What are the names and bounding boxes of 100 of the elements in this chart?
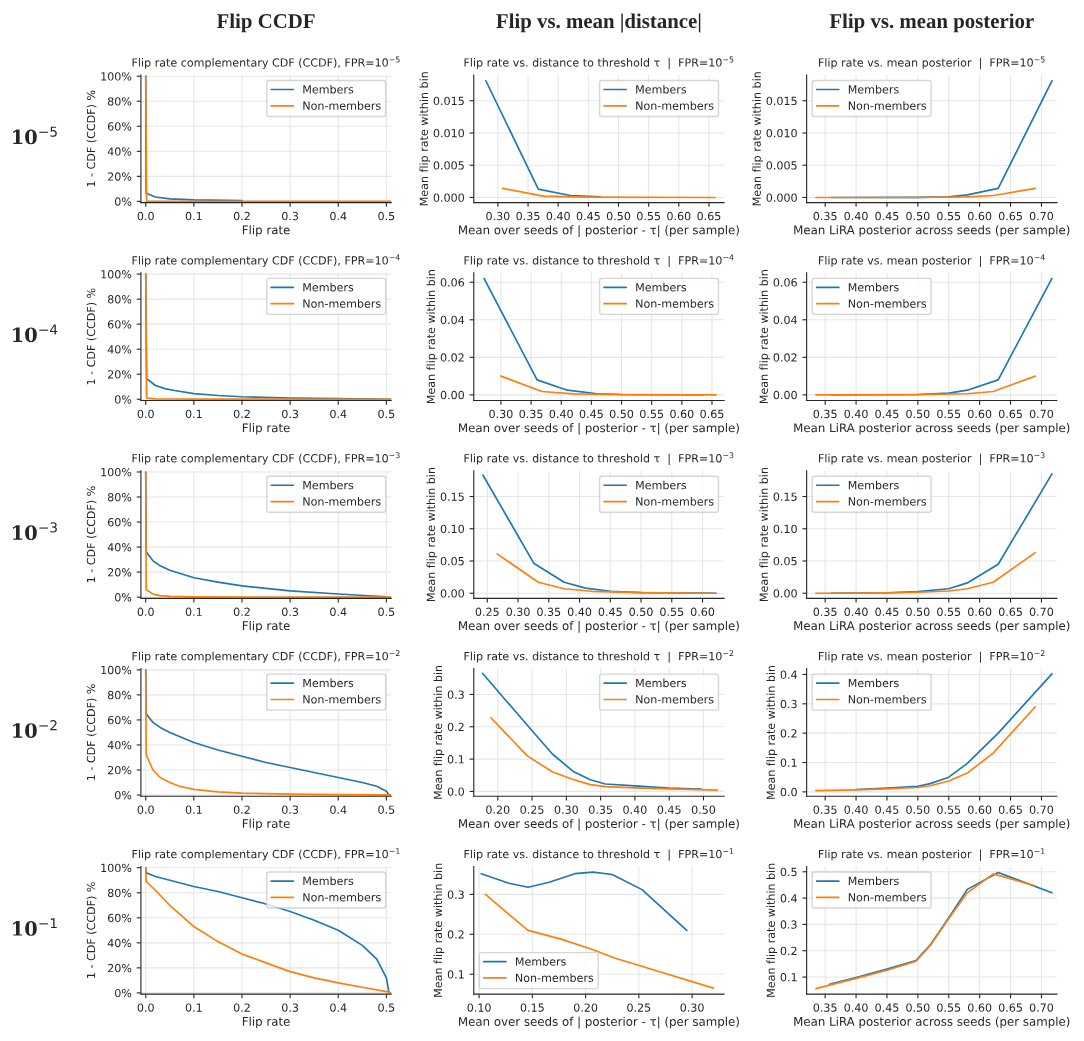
- y-tick-label: 0.1: [447, 755, 464, 764]
- y-tick-label: 40%: [107, 345, 132, 354]
- x-tick-label: 0.0: [137, 607, 154, 617]
- x-tick-label: 0.65: [998, 409, 1022, 419]
- x-tick-label: 0.60: [667, 211, 691, 221]
- legend-label: Members: [303, 84, 354, 94]
- line-series: [828, 871, 1053, 986]
- x-tick-label: 0.40: [844, 409, 868, 419]
- y-tick-label: 80%: [107, 888, 132, 898]
- x-tick-label: 0.2: [233, 607, 250, 617]
- x-tick-label: 0.55: [640, 409, 664, 419]
- line-series: [501, 187, 716, 199]
- x-axis-title: Flip rate: [242, 620, 290, 633]
- x-tick-label: 0.15: [520, 1003, 544, 1012]
- y-tick-label: 40%: [107, 740, 132, 750]
- x-tick-label: 0.60: [670, 409, 694, 419]
- y-tick-label: 0.3: [780, 699, 797, 709]
- y-tick-label: 40%: [107, 147, 132, 156]
- text: Flip vs. mean |distance|: [496, 13, 701, 33]
- x-axis-title: Mean LiRA posterior across seeds (per sample): [794, 818, 1070, 831]
- y-tick-label: 0.3: [447, 690, 464, 699]
- legend-label: Non-members: [848, 694, 927, 704]
- y-tick-label: 0.00: [440, 390, 465, 400]
- legend-label: Members: [303, 876, 354, 886]
- x-tick-label: 0.40: [546, 211, 570, 221]
- x-tick-label: 0.50: [906, 607, 930, 617]
- x-tick-label: 0.40: [567, 607, 592, 617]
- x-tick-label: 0.3: [282, 607, 299, 617]
- x-tick-label: 0.35: [813, 211, 837, 221]
- legend-label: Non-members: [848, 497, 927, 506]
- x-tick-label: 0.45: [875, 607, 899, 617]
- x-axis-title: Flip rate: [242, 818, 290, 831]
- y-tick-label: 0.4: [780, 894, 797, 903]
- y-tick-label: 0.2: [447, 722, 464, 732]
- y-axis-title: 1 - CDF (CCDF) %: [86, 486, 97, 583]
- x-tick-label: 0.35: [519, 409, 543, 419]
- x-tick-label: 0.4: [330, 607, 347, 617]
- y-tick-label: 0.15: [773, 492, 797, 501]
- x-tick-label: 0.25: [520, 805, 544, 814]
- x-tick-label: 0.45: [598, 607, 622, 617]
- y-tick-label: 0.000: [766, 193, 797, 202]
- x-tick-label: 0.2: [233, 211, 250, 221]
- legend-label: Non-members: [636, 299, 714, 308]
- y-tick-label: 0.005: [766, 161, 797, 170]
- legend-label: Members: [848, 480, 899, 490]
- text: 10$^{−4}$: [13, 324, 58, 343]
- line-series: [496, 553, 716, 595]
- y-tick-label: 80%: [107, 690, 132, 700]
- x-tick-label: 0.40: [844, 805, 868, 814]
- x-tick-label: 0.70: [1029, 607, 1054, 617]
- x-tick-label: 0.55: [937, 409, 961, 419]
- legend-label: Members: [848, 876, 899, 886]
- x-tick-label: 0.2: [233, 1003, 250, 1012]
- x-tick-label: 0.30: [554, 805, 578, 814]
- y-axis-title: Mean flip rate within bin: [759, 270, 771, 404]
- x-tick-label: 0.55: [937, 805, 961, 814]
- chart-title: Flip rate vs. distance to threshold τ | FPR=10$^{−2}$: [464, 650, 734, 663]
- legend-label: Members: [636, 282, 687, 292]
- x-tick-label: 0.2: [233, 409, 250, 419]
- text: 10$^{−2}$: [13, 720, 57, 738]
- x-tick-label: 0.5: [378, 211, 395, 221]
- chart-title: Flip rate vs. mean posterior | FPR=10$^{−4}$: [819, 254, 1045, 268]
- y-axis-title: Mean flip rate within bin: [426, 468, 438, 601]
- y-tick-label: 0.015: [766, 96, 797, 106]
- x-tick-label: 0.10: [467, 1003, 491, 1012]
- y-tick-label: 60%: [107, 122, 132, 131]
- y-axis-title: Mean flip rate within bin: [433, 665, 445, 799]
- y-tick-label: 0.0: [447, 787, 465, 796]
- y-tick-label: 20%: [108, 568, 132, 577]
- x-tick-label: 0.25: [475, 607, 499, 617]
- y-tick-label: 0%: [115, 593, 132, 602]
- x-tick-label: 0.60: [968, 211, 992, 221]
- legend-label: Members: [636, 678, 687, 688]
- x-tick-label: 0.20: [573, 1003, 598, 1012]
- x-tick-label: 0.50: [906, 211, 930, 221]
- x-tick-label: 0.5: [378, 1003, 395, 1012]
- line-series: [490, 716, 719, 791]
- text: 10$^{−1}$: [13, 918, 57, 936]
- x-tick-label: 0.65: [998, 805, 1022, 814]
- x-tick-label: 0.65: [998, 211, 1022, 221]
- y-tick-label: 0.10: [773, 524, 797, 534]
- y-tick-label: 100%: [101, 863, 132, 873]
- legend-label: Members: [636, 480, 687, 490]
- chart-title: Flip rate vs. mean posterior | FPR=10$^{−2}$: [819, 650, 1045, 663]
- y-tick-label: 0%: [115, 790, 132, 800]
- chart-title: Flip rate complementary CDF (CCDF), FPR=10$^{−5}$: [132, 56, 400, 69]
- y-tick-label: 0.1: [780, 973, 797, 982]
- x-tick-label: 0.70: [1029, 1003, 1054, 1012]
- chart-title: Flip rate complementary CDF (CCDF), FPR=10$^{−4}$: [132, 254, 400, 267]
- legend-label: Non-members: [303, 892, 381, 902]
- y-tick-label: 0.04: [773, 315, 797, 325]
- x-tick-label: 0.55: [937, 1003, 961, 1012]
- y-axis-title: Mean flip rate within bin: [419, 72, 431, 206]
- y-tick-label: 0.00: [773, 589, 797, 598]
- legend-label: Non-members: [848, 299, 927, 308]
- x-tick-label: 0.1: [185, 607, 202, 617]
- y-tick-label: 60%: [107, 715, 132, 725]
- x-tick-label: 0.45: [576, 211, 600, 221]
- x-tick-label: 0.40: [623, 805, 647, 814]
- y-tick-label: 20%: [108, 370, 132, 379]
